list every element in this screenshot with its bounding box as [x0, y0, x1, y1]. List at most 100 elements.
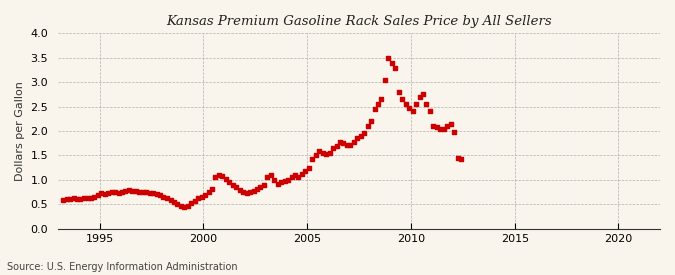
- Point: [335, 139, 346, 144]
- Point: [342, 142, 352, 147]
- Point: [276, 180, 287, 185]
- Point: [369, 107, 380, 111]
- Point: [293, 175, 304, 180]
- Point: [179, 205, 190, 209]
- Text: Source: U.S. Energy Information Administration: Source: U.S. Energy Information Administ…: [7, 262, 238, 272]
- Point: [68, 196, 79, 200]
- Point: [220, 177, 231, 181]
- Point: [210, 175, 221, 180]
- Point: [224, 180, 235, 185]
- Point: [407, 109, 418, 114]
- Point: [428, 124, 439, 128]
- Point: [158, 195, 169, 199]
- Point: [400, 102, 411, 106]
- Point: [193, 196, 204, 200]
- Point: [449, 130, 460, 134]
- Point: [130, 188, 141, 193]
- Point: [421, 102, 432, 106]
- Point: [78, 196, 89, 200]
- Point: [241, 191, 252, 196]
- Point: [161, 196, 172, 200]
- Point: [386, 60, 397, 65]
- Point: [272, 182, 283, 186]
- Point: [327, 146, 338, 150]
- Point: [234, 187, 245, 192]
- Title: Kansas Premium Gasoline Rack Sales Price by All Sellers: Kansas Premium Gasoline Rack Sales Price…: [166, 15, 552, 28]
- Point: [359, 131, 370, 136]
- Point: [213, 173, 224, 177]
- Point: [394, 90, 404, 94]
- Point: [65, 197, 76, 201]
- Point: [397, 97, 408, 101]
- Point: [452, 156, 463, 160]
- Point: [176, 204, 186, 208]
- Point: [265, 173, 276, 177]
- Point: [231, 185, 242, 189]
- Point: [303, 165, 314, 170]
- Point: [310, 153, 321, 158]
- Point: [314, 148, 325, 153]
- Point: [390, 65, 401, 70]
- Point: [207, 186, 217, 191]
- Point: [165, 198, 176, 202]
- Point: [348, 139, 359, 144]
- Point: [404, 105, 414, 110]
- Point: [134, 190, 145, 194]
- Point: [317, 151, 328, 155]
- Point: [286, 175, 297, 180]
- Point: [435, 126, 446, 131]
- Point: [259, 183, 269, 187]
- Point: [203, 190, 214, 194]
- Point: [446, 122, 456, 126]
- Point: [456, 157, 466, 161]
- Point: [414, 95, 425, 99]
- Point: [182, 204, 193, 208]
- Point: [113, 191, 124, 196]
- Point: [379, 78, 390, 82]
- Point: [252, 186, 263, 191]
- Point: [127, 188, 138, 193]
- Point: [279, 178, 290, 183]
- Point: [189, 199, 200, 203]
- Point: [169, 200, 180, 204]
- Point: [110, 190, 121, 194]
- Point: [120, 188, 131, 193]
- Point: [425, 109, 435, 114]
- Point: [244, 190, 255, 194]
- Point: [321, 152, 331, 157]
- Point: [307, 157, 318, 161]
- Point: [148, 191, 159, 196]
- Point: [103, 191, 113, 196]
- Point: [217, 174, 228, 178]
- Point: [345, 142, 356, 147]
- Point: [262, 175, 273, 180]
- Y-axis label: Dollars per Gallon: Dollars per Gallon: [15, 81, 25, 181]
- Point: [86, 196, 97, 200]
- Point: [283, 178, 294, 182]
- Point: [117, 190, 128, 194]
- Point: [296, 172, 307, 176]
- Point: [269, 178, 279, 182]
- Point: [61, 197, 72, 202]
- Point: [96, 191, 107, 196]
- Point: [137, 190, 148, 194]
- Point: [172, 202, 183, 207]
- Point: [58, 198, 69, 202]
- Point: [72, 197, 82, 202]
- Point: [362, 124, 373, 128]
- Point: [331, 144, 342, 148]
- Point: [106, 190, 117, 194]
- Point: [300, 169, 311, 173]
- Point: [238, 190, 248, 194]
- Point: [196, 195, 207, 199]
- Point: [366, 119, 377, 123]
- Point: [89, 195, 100, 199]
- Point: [383, 56, 394, 60]
- Point: [227, 183, 238, 187]
- Point: [410, 102, 421, 106]
- Point: [255, 185, 266, 189]
- Point: [200, 193, 211, 198]
- Point: [352, 136, 362, 141]
- Point: [75, 197, 86, 202]
- Point: [151, 192, 162, 197]
